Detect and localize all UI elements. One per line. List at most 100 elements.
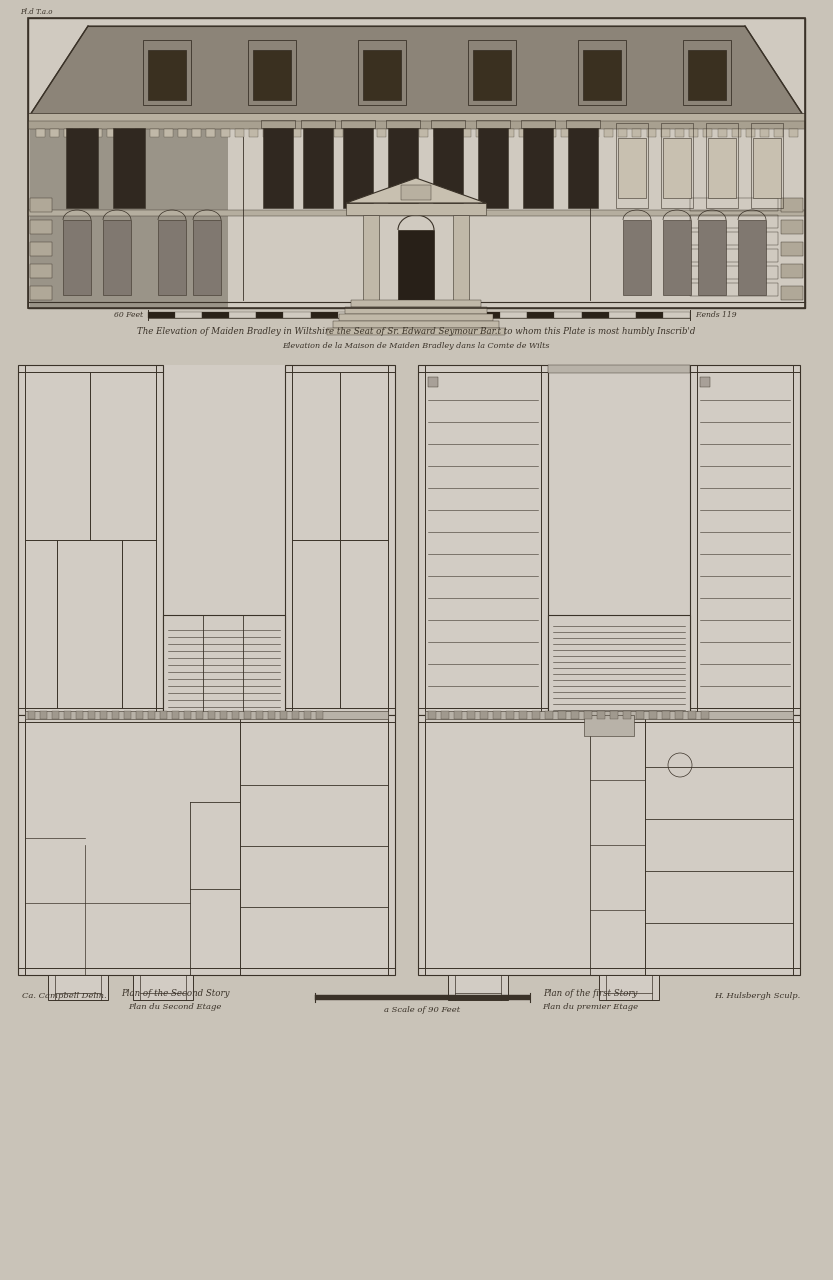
Bar	[558, 710, 566, 719]
Bar	[419, 129, 428, 137]
Bar	[555, 312, 581, 317]
Bar	[689, 129, 698, 137]
Bar	[40, 710, 47, 719]
Bar	[545, 710, 553, 719]
Bar	[493, 710, 501, 719]
Bar	[107, 129, 116, 137]
Bar	[283, 312, 311, 317]
Bar	[263, 128, 293, 207]
Bar	[28, 18, 805, 308]
Bar	[675, 129, 684, 137]
Bar	[257, 312, 283, 317]
Bar	[425, 710, 793, 719]
Bar	[781, 198, 803, 212]
Bar	[448, 975, 508, 1000]
Bar	[184, 710, 191, 719]
Bar	[428, 710, 436, 719]
Bar	[781, 220, 803, 234]
Bar	[148, 50, 186, 100]
Bar	[193, 220, 221, 294]
Bar	[519, 129, 528, 137]
Bar	[533, 129, 542, 137]
Bar	[561, 129, 571, 137]
Bar	[405, 129, 414, 137]
Bar	[392, 312, 419, 317]
Bar	[636, 312, 663, 317]
Text: Elevation de la Maison de Maiden Bradley dans la Comte de Wilts: Elevation de la Maison de Maiden Bradley…	[282, 342, 550, 349]
Bar	[348, 129, 357, 137]
Bar	[18, 365, 163, 716]
Bar	[92, 129, 102, 137]
Bar	[30, 115, 230, 308]
Bar	[164, 129, 172, 137]
Bar	[192, 129, 202, 137]
Bar	[136, 710, 143, 719]
Bar	[527, 312, 555, 317]
Text: The Elevation of Maiden Bradley in Wiltshire the Seat of Sr. Edward Seymour Bar.: The Elevation of Maiden Bradley in Wilts…	[137, 328, 696, 337]
Bar	[306, 129, 315, 137]
Bar	[584, 710, 592, 719]
Bar	[649, 710, 657, 719]
Bar	[28, 113, 805, 122]
Polygon shape	[30, 26, 803, 115]
Bar	[103, 220, 131, 294]
Bar	[703, 129, 712, 137]
Bar	[599, 975, 659, 1000]
Bar	[28, 18, 805, 308]
Bar	[706, 123, 738, 207]
Bar	[277, 129, 287, 137]
Bar	[363, 50, 401, 100]
Bar	[604, 129, 613, 137]
Bar	[566, 120, 600, 128]
Bar	[50, 129, 59, 137]
Bar	[311, 312, 337, 317]
Bar	[163, 614, 285, 716]
Bar	[519, 710, 527, 719]
Bar	[775, 129, 783, 137]
Bar	[30, 264, 52, 278]
Bar	[441, 710, 449, 719]
Bar	[623, 710, 631, 719]
Bar	[623, 220, 651, 294]
Bar	[454, 710, 462, 719]
Bar	[334, 129, 343, 137]
Bar	[76, 710, 83, 719]
Bar	[597, 710, 605, 719]
Bar	[428, 378, 438, 387]
Bar	[491, 129, 500, 137]
Bar	[48, 975, 108, 1000]
Polygon shape	[346, 178, 486, 204]
Bar	[64, 129, 73, 137]
Bar	[663, 220, 691, 294]
Bar	[358, 40, 406, 105]
Bar	[547, 129, 556, 137]
Bar	[220, 710, 227, 719]
Bar	[683, 40, 731, 105]
Bar	[28, 210, 805, 216]
Bar	[113, 128, 145, 207]
Bar	[229, 312, 257, 317]
Bar	[18, 716, 395, 975]
Bar	[351, 300, 481, 307]
Bar	[244, 710, 251, 719]
Bar	[66, 128, 98, 207]
Bar	[261, 120, 295, 128]
Bar	[208, 710, 215, 719]
Bar	[781, 264, 803, 278]
Bar	[690, 215, 778, 228]
Bar	[339, 314, 493, 321]
Bar	[301, 120, 335, 128]
Bar	[688, 50, 726, 100]
Bar	[25, 710, 388, 719]
Bar	[418, 365, 548, 716]
Bar	[150, 129, 158, 137]
Text: H. Hulsbergh Sculp.: H. Hulsbergh Sculp.	[714, 992, 800, 1000]
Text: F.ends 119: F.ends 119	[695, 311, 736, 319]
Bar	[700, 378, 710, 387]
Bar	[232, 710, 239, 719]
Bar	[571, 710, 579, 719]
Bar	[391, 129, 400, 137]
Bar	[506, 710, 514, 719]
Bar	[751, 123, 783, 207]
Bar	[363, 215, 379, 300]
